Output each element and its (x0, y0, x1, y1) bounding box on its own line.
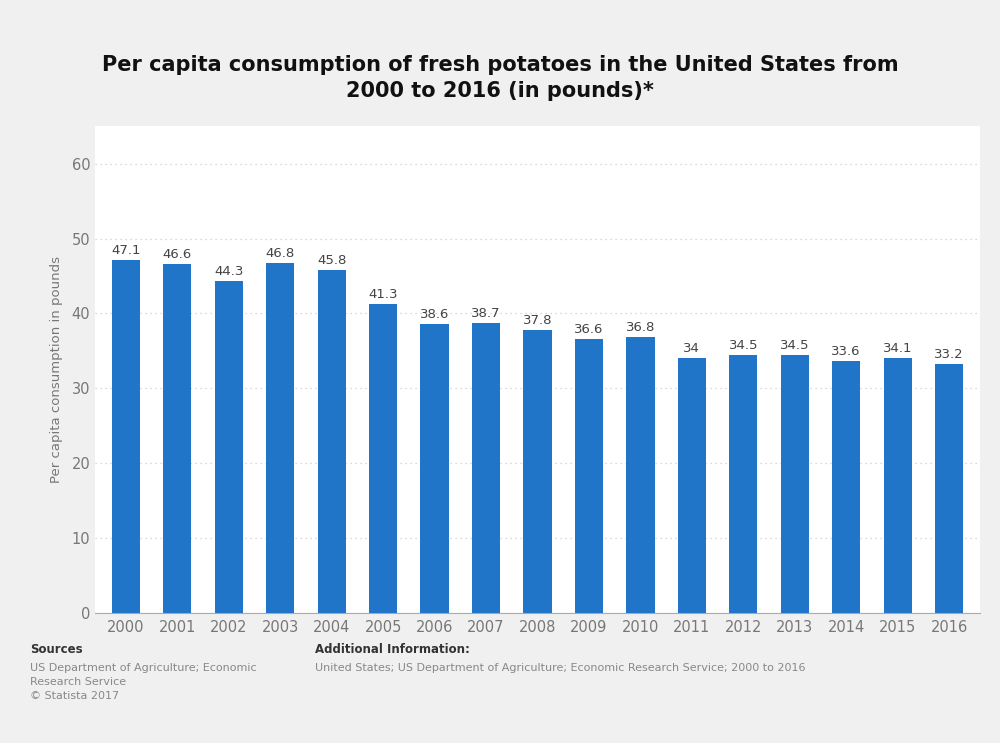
Y-axis label: Per capita consumption in pounds: Per capita consumption in pounds (50, 256, 63, 483)
Text: 38.6: 38.6 (420, 308, 449, 321)
Bar (832, 361, 860, 613)
Bar (369, 304, 397, 613)
Text: 36.8: 36.8 (626, 322, 655, 334)
Bar (523, 330, 552, 613)
Bar (626, 337, 655, 613)
Bar (215, 282, 243, 613)
Text: 46.6: 46.6 (163, 248, 192, 261)
Bar (318, 270, 346, 613)
Text: 44.3: 44.3 (214, 265, 243, 279)
Text: Additional Information:: Additional Information: (315, 643, 470, 655)
Text: 33.2: 33.2 (934, 348, 964, 361)
Bar (420, 324, 449, 613)
Bar (678, 358, 706, 613)
Text: United States; US Department of Agriculture; Economic Research Service; 2000 to : United States; US Department of Agricult… (315, 663, 806, 672)
Bar (112, 260, 140, 613)
Bar (472, 323, 500, 613)
Bar (266, 262, 294, 613)
Text: 34: 34 (683, 343, 700, 355)
Text: 37.8: 37.8 (523, 314, 552, 327)
Text: Per capita consumption of fresh potatoes in the United States from
2000 to 2016 : Per capita consumption of fresh potatoes… (102, 55, 898, 101)
Text: 41.3: 41.3 (368, 288, 398, 301)
Bar (729, 354, 757, 613)
Text: 47.1: 47.1 (111, 244, 141, 257)
Bar (884, 357, 912, 613)
Text: 45.8: 45.8 (317, 254, 346, 267)
Bar (781, 354, 809, 613)
Bar (935, 364, 963, 613)
Text: 46.8: 46.8 (266, 247, 295, 259)
Text: 34.5: 34.5 (780, 339, 810, 351)
Text: Sources: Sources (30, 643, 83, 655)
Text: 36.6: 36.6 (574, 323, 604, 336)
Bar (575, 339, 603, 613)
Text: US Department of Agriculture; Economic
Research Service
© Statista 2017: US Department of Agriculture; Economic R… (30, 663, 257, 701)
Text: 38.7: 38.7 (471, 307, 501, 320)
Text: 33.6: 33.6 (831, 345, 861, 358)
Text: 34.5: 34.5 (729, 339, 758, 351)
Text: 34.1: 34.1 (883, 342, 912, 354)
Bar (163, 264, 191, 613)
